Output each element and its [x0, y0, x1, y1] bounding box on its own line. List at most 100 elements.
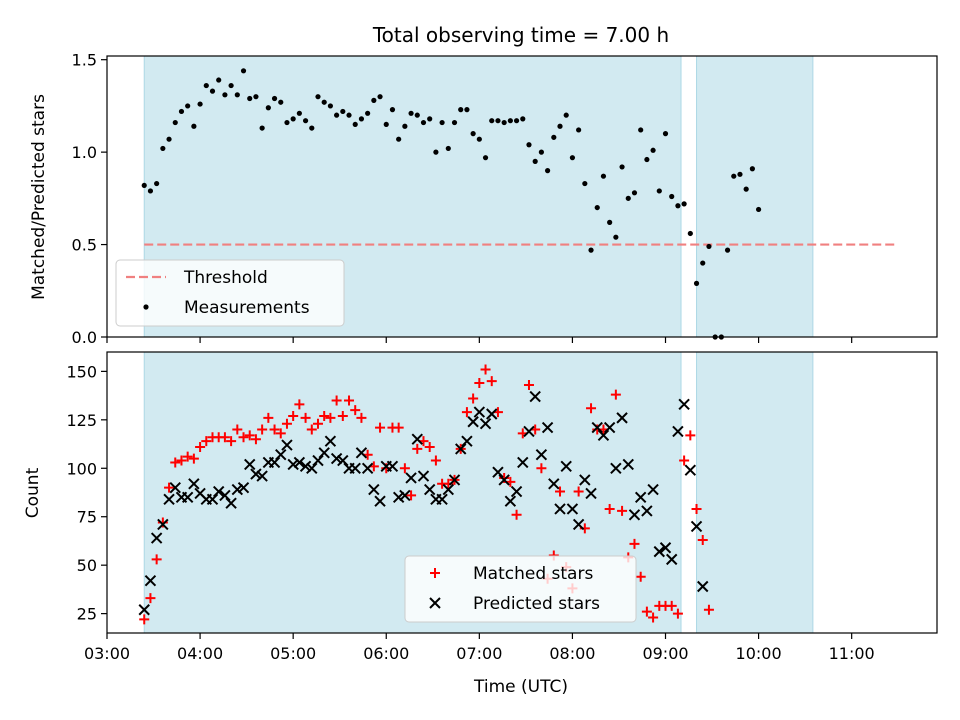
top-point [352, 121, 358, 128]
bottom-predicted-point [666, 553, 678, 566]
bottom-x-tick-label: 04:00 [177, 644, 223, 663]
top-point [638, 127, 644, 133]
bottom-y-tick-label: 150 [66, 362, 97, 381]
top-point [662, 131, 669, 137]
legend-predicted-swatch [429, 597, 441, 609]
top-point [755, 206, 762, 213]
bottom-matched-point [195, 441, 206, 452]
bottom-predicted-point [405, 472, 417, 484]
top-point [172, 119, 178, 126]
top-legend-label: Measurements [184, 298, 310, 318]
bottom-matched-point [610, 389, 621, 400]
bottom-y-axis-label: Count [23, 467, 43, 518]
top-point [253, 94, 259, 100]
top-point [147, 188, 154, 194]
top-point [160, 145, 166, 152]
top-point [458, 107, 464, 113]
bottom-predicted-point [523, 425, 535, 438]
bottom-predicted-point [672, 425, 684, 438]
top-point [582, 180, 588, 187]
bottom-predicted-point [250, 468, 262, 480]
bottom-predicted-point [423, 483, 436, 496]
top-point [563, 112, 569, 118]
top-point [513, 118, 520, 124]
top-point [724, 247, 731, 253]
top-point [340, 108, 346, 115]
bottom-matched-point [697, 534, 708, 545]
top-point [731, 173, 737, 179]
bottom-predicted-point [411, 433, 423, 445]
bottom-predicted-point [212, 485, 225, 498]
bottom-predicted-point [287, 458, 299, 471]
top-point [607, 219, 613, 225]
bottom-predicted-point [610, 462, 622, 474]
bottom-predicted-point [330, 452, 343, 465]
bottom-predicted-point [535, 449, 548, 461]
top-point [644, 156, 650, 163]
bottom-matched-point [219, 432, 230, 443]
top-point [185, 103, 191, 109]
bottom-predicted-point [306, 462, 318, 474]
top-point [650, 147, 656, 153]
bottom-matched-point [238, 432, 249, 443]
bottom-matched-point [375, 422, 386, 433]
bottom-predicted-point [386, 460, 399, 473]
bottom-predicted-point [349, 462, 361, 474]
bottom-predicted-point [244, 458, 256, 471]
top-point [371, 97, 377, 103]
top-point [358, 116, 365, 122]
bottom-predicted-point [299, 460, 312, 473]
bottom-matched-point [331, 395, 342, 406]
bottom-matched-point [672, 608, 683, 619]
bottom-matched-point [356, 412, 367, 423]
top-point [619, 164, 625, 170]
top-point [346, 112, 352, 118]
top-point [420, 119, 427, 126]
bottom-matched-point [666, 600, 677, 611]
top-legend-label: Threshold [183, 268, 268, 288]
bottom-matched-point [430, 455, 441, 466]
bottom-predicted-point [355, 447, 368, 459]
bottom-predicted-point [641, 505, 653, 517]
bottom-predicted-point [653, 545, 666, 558]
bottom-predicted-point [368, 483, 380, 496]
top-point [154, 180, 160, 187]
bottom-predicted-point [337, 454, 349, 467]
bottom-matched-point [201, 436, 212, 447]
bottom-predicted-point [678, 398, 690, 411]
top-point [482, 155, 489, 161]
top-point [259, 125, 265, 131]
bottom-x-tick-label: 06:00 [363, 644, 409, 663]
bottom-matched-point [312, 418, 323, 429]
bottom-predicted-point [634, 491, 647, 504]
bottom-x-tick-label: 03:00 [84, 644, 130, 663]
bottom-predicted-point [548, 478, 560, 490]
bottom-predicted-point [448, 474, 461, 486]
bottom-matched-point [325, 412, 336, 423]
bottom-predicted-point [293, 456, 306, 469]
top-point [439, 119, 445, 126]
bottom-matched-point [573, 486, 584, 497]
bottom-matched-point [555, 486, 566, 497]
bottom-matched-point [474, 378, 485, 389]
top-point [594, 204, 600, 211]
top-point [476, 136, 482, 142]
top-y-tick-label: 1.0 [72, 143, 97, 162]
top-point [228, 82, 234, 89]
bottom-predicted-point [597, 429, 610, 442]
bottom-predicted-point [138, 604, 150, 616]
top-panel: 0.0 0.5 1.0 1.5 Threshold Measurements [72, 51, 938, 347]
bottom-predicted-point [144, 574, 157, 587]
bottom-predicted-point [231, 483, 244, 496]
top-point [569, 155, 576, 161]
top-point [544, 168, 551, 174]
bottom-matched-point [406, 490, 417, 501]
bottom-predicted-point [237, 481, 250, 494]
bottom-x-tick-label: 05:00 [270, 644, 316, 663]
bottom-predicted-point [684, 464, 697, 476]
top-point [141, 182, 147, 189]
top-point [377, 94, 383, 100]
top-point [209, 88, 216, 94]
top-y-axis-label: Matched/Predicted stars [29, 94, 49, 300]
bottom-predicted-point [150, 532, 163, 544]
